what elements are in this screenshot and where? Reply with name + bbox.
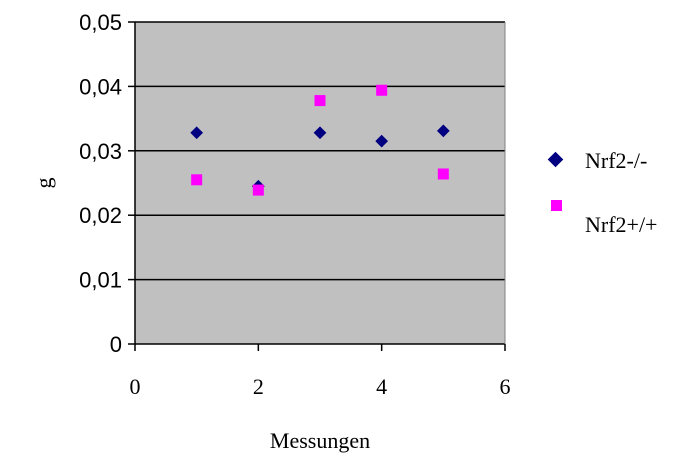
- x-tick-labels: 0 2 4 6: [130, 374, 511, 399]
- data-point-nrf2-plus: [314, 95, 326, 107]
- x-tick-label: 2: [253, 374, 264, 399]
- y-tick-label: 0,01: [79, 268, 122, 293]
- data-point-nrf2-minus: [436, 124, 450, 138]
- axes: [128, 21, 506, 351]
- y-tick-label: 0: [110, 332, 122, 357]
- data-point-nrf2-plus: [191, 174, 203, 186]
- y-axis-label: g: [31, 178, 56, 189]
- data-point-nrf2-minus: [190, 126, 204, 140]
- data-point-nrf2-plus: [437, 168, 449, 180]
- data-point-nrf2-plus: [252, 184, 264, 196]
- data-point-nrf2-minus: [313, 126, 327, 140]
- y-tick-label: 0,05: [79, 10, 122, 35]
- x-tick-label: 0: [130, 374, 141, 399]
- gridlines: [135, 21, 505, 281]
- plot-area: [135, 22, 505, 344]
- data-point-nrf2-minus: [375, 134, 389, 148]
- data-point-nrf2-plus: [376, 84, 388, 96]
- legend-label-nrf2-minus: Nrf2-/-: [585, 148, 647, 173]
- y-tick-label: 0,04: [79, 74, 122, 99]
- y-tick-label: 0,02: [79, 203, 122, 228]
- y-tick-label: 0,03: [79, 139, 122, 164]
- legend-marker-nrf2-plus: [551, 200, 562, 211]
- y-tick-labels: 0 0,01 0,02 0,03 0,04 0,05: [79, 10, 122, 357]
- x-tick-label: 4: [376, 374, 387, 399]
- legend-label-nrf2-plus: Nrf2+/+: [585, 212, 657, 237]
- x-axis-label: Messungen: [270, 428, 370, 453]
- data-points: [190, 84, 450, 196]
- legend-marker-nrf2-minus: [547, 151, 564, 168]
- x-tick-label: 6: [500, 374, 511, 399]
- legend: Nrf2-/- Nrf2+/+: [547, 148, 657, 237]
